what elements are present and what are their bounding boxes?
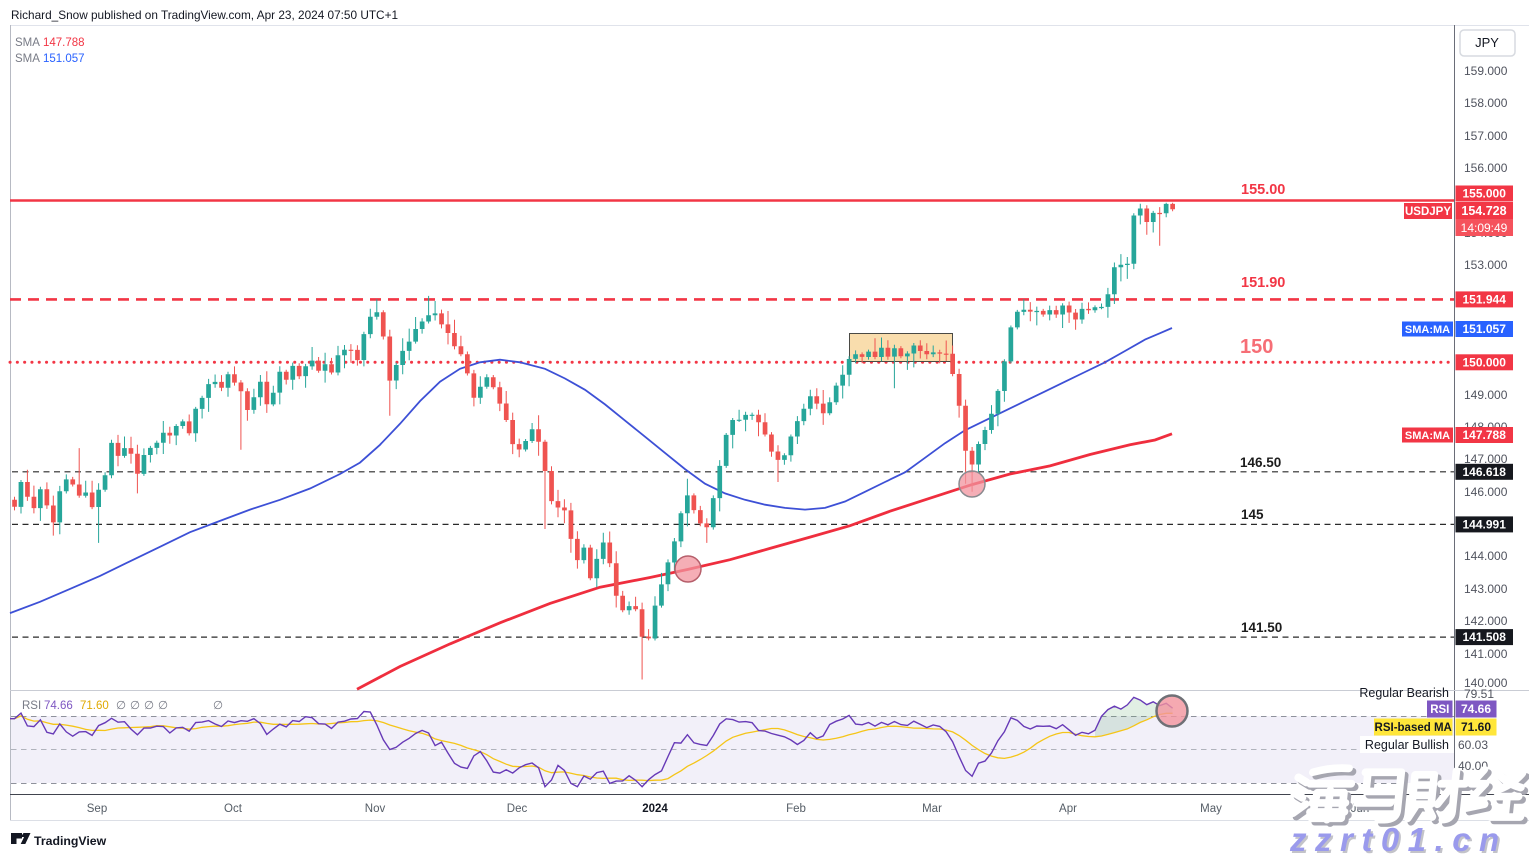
svg-text:USDJPY: USDJPY bbox=[1405, 206, 1451, 218]
svg-text:158.000: 158.000 bbox=[1464, 96, 1508, 110]
svg-text:141.50: 141.50 bbox=[1241, 620, 1282, 635]
svg-text:RSI-based MA: RSI-based MA bbox=[1375, 722, 1452, 734]
svg-text:∅: ∅ bbox=[158, 700, 168, 712]
svg-text:SMA: SMA bbox=[15, 37, 40, 49]
svg-text:Richard_Snow published on Trad: Richard_Snow published on TradingView.co… bbox=[11, 8, 398, 22]
svg-text:Regular Bullish: Regular Bullish bbox=[1365, 738, 1449, 752]
svg-text:TradingView: TradingView bbox=[34, 834, 107, 848]
svg-text:Mar: Mar bbox=[922, 803, 942, 815]
svg-text:151.90: 151.90 bbox=[1241, 275, 1285, 291]
svg-text:SMA: SMA bbox=[15, 53, 40, 65]
svg-text:147.788: 147.788 bbox=[1463, 428, 1507, 442]
svg-text:Dec: Dec bbox=[507, 803, 528, 815]
svg-text:RSI: RSI bbox=[22, 700, 41, 712]
svg-text:149.000: 149.000 bbox=[1464, 388, 1508, 402]
svg-text:155.000: 155.000 bbox=[1463, 187, 1507, 201]
svg-text:zzrt01.cn: zzrt01.cn bbox=[1289, 821, 1508, 857]
svg-text:Oct: Oct bbox=[224, 803, 243, 815]
svg-text:∅: ∅ bbox=[116, 700, 126, 712]
svg-text:144.000: 144.000 bbox=[1464, 549, 1508, 563]
svg-text:RSI: RSI bbox=[1430, 704, 1449, 716]
svg-text:JPY: JPY bbox=[1475, 35, 1499, 50]
svg-text:74.66: 74.66 bbox=[44, 700, 73, 712]
svg-text:153.000: 153.000 bbox=[1464, 258, 1508, 272]
svg-text:74.66: 74.66 bbox=[1461, 702, 1491, 716]
svg-text:145: 145 bbox=[1241, 507, 1264, 522]
svg-text:141.000: 141.000 bbox=[1464, 647, 1508, 661]
svg-text:140.000: 140.000 bbox=[1464, 676, 1508, 690]
svg-text:155.00: 155.00 bbox=[1241, 182, 1285, 198]
svg-text:∅: ∅ bbox=[144, 700, 154, 712]
svg-text:151.057: 151.057 bbox=[43, 53, 85, 65]
svg-text:156.000: 156.000 bbox=[1464, 161, 1508, 175]
svg-text:71.60: 71.60 bbox=[1461, 720, 1491, 734]
svg-text:151.057: 151.057 bbox=[1463, 322, 1507, 336]
svg-text:79.51: 79.51 bbox=[1464, 687, 1494, 701]
svg-text:150: 150 bbox=[1240, 336, 1273, 358]
svg-text:Sep: Sep bbox=[87, 803, 107, 815]
svg-text:146.000: 146.000 bbox=[1464, 485, 1508, 499]
svg-text:143.000: 143.000 bbox=[1464, 582, 1508, 596]
svg-text:141.508: 141.508 bbox=[1463, 630, 1507, 644]
svg-text:147.788: 147.788 bbox=[43, 37, 85, 49]
svg-text:SMA:MA: SMA:MA bbox=[1405, 430, 1450, 442]
svg-text:159.000: 159.000 bbox=[1464, 64, 1508, 78]
svg-text:Apr: Apr bbox=[1059, 803, 1077, 815]
svg-text:Nov: Nov bbox=[365, 803, 386, 815]
svg-text:151.944: 151.944 bbox=[1463, 292, 1507, 306]
svg-text:60.03: 60.03 bbox=[1458, 738, 1488, 752]
svg-text:∅: ∅ bbox=[213, 700, 223, 712]
svg-text:14:09:49: 14:09:49 bbox=[1461, 221, 1508, 235]
svg-text:May: May bbox=[1200, 803, 1222, 815]
svg-text:147.000: 147.000 bbox=[1464, 452, 1508, 466]
svg-text:144.991: 144.991 bbox=[1463, 517, 1507, 531]
svg-text:154.728: 154.728 bbox=[1461, 204, 1506, 218]
svg-text:zzrt01.cn: zzrt01.cn bbox=[1291, 823, 1510, 857]
svg-text:∅: ∅ bbox=[130, 700, 140, 712]
svg-text:2024: 2024 bbox=[642, 803, 668, 815]
svg-text:157.000: 157.000 bbox=[1464, 129, 1508, 143]
svg-text:146.50: 146.50 bbox=[1240, 455, 1281, 470]
svg-text:71.60: 71.60 bbox=[80, 700, 109, 712]
svg-text:SMA:MA: SMA:MA bbox=[1405, 324, 1450, 336]
svg-text:142.000: 142.000 bbox=[1464, 614, 1508, 628]
svg-text:146.618: 146.618 bbox=[1463, 465, 1507, 479]
svg-text:150.000: 150.000 bbox=[1463, 355, 1507, 369]
svg-text:Feb: Feb bbox=[786, 803, 806, 815]
svg-text:Regular Bearish: Regular Bearish bbox=[1359, 686, 1449, 700]
